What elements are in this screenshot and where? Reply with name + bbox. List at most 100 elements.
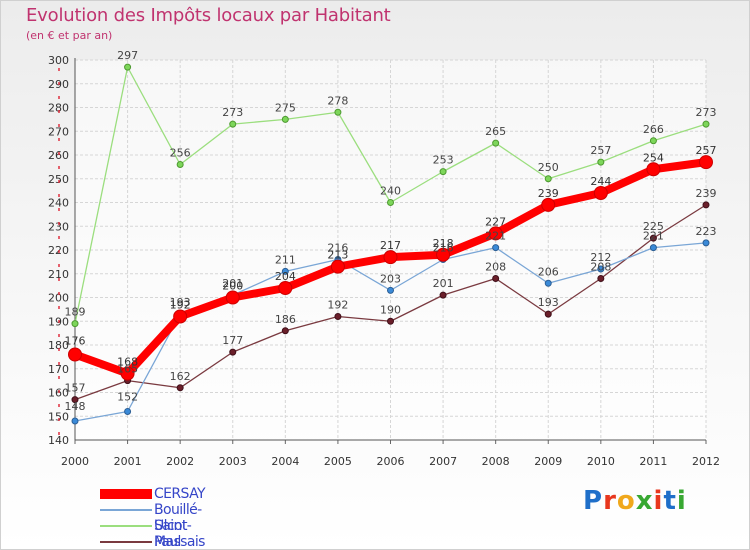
data-point <box>387 199 394 206</box>
data-point <box>541 197 556 212</box>
data-point <box>544 310 552 318</box>
data-label: 239 <box>538 187 559 200</box>
data-point <box>387 286 394 294</box>
x-tick-label: 2010 <box>587 455 615 468</box>
y-tick-label: 170 <box>48 363 69 376</box>
data-label: 177 <box>222 334 243 347</box>
data-label: 278 <box>327 94 348 107</box>
data-point <box>124 408 132 415</box>
data-point <box>334 313 342 320</box>
y-tick-label: 200 <box>48 292 69 305</box>
data-point <box>488 226 503 241</box>
data-point <box>281 267 289 275</box>
data-label: 204 <box>275 270 296 283</box>
legend-label: CERSAY <box>154 486 206 502</box>
data-point <box>387 317 394 325</box>
y-tick-label: 210 <box>48 268 69 281</box>
legend-label: Ulcot <box>154 518 187 534</box>
x-tick-label: 2002 <box>166 455 194 468</box>
data-point <box>649 234 657 242</box>
data-label: 239 <box>696 187 717 200</box>
legend-label: Massais <box>154 534 205 550</box>
data-point <box>436 247 451 262</box>
data-label: 244 <box>590 175 611 188</box>
data-point <box>278 281 293 295</box>
data-point <box>646 162 661 177</box>
data-label: 186 <box>275 313 296 326</box>
y-tick-label: 180 <box>48 339 69 352</box>
data-label: 152 <box>117 391 138 404</box>
data-label: 225 <box>643 220 664 233</box>
x-tick-label: 2004 <box>271 455 299 468</box>
data-point <box>176 384 184 392</box>
data-label: 192 <box>327 299 348 312</box>
data-label: 240 <box>380 185 401 198</box>
data-label: 208 <box>485 261 506 274</box>
data-label: 168 <box>117 356 138 369</box>
data-point <box>281 115 289 123</box>
data-label: 257 <box>696 144 717 157</box>
data-point <box>439 168 447 176</box>
data-label: 221 <box>643 230 664 243</box>
data-label: 213 <box>327 249 348 262</box>
data-label: 273 <box>696 106 717 119</box>
data-label: 250 <box>538 161 559 174</box>
data-label: 218 <box>433 237 454 250</box>
data-point <box>71 320 79 328</box>
data-point <box>702 239 710 247</box>
data-label: 200 <box>222 280 243 293</box>
data-label: 273 <box>222 106 243 119</box>
data-label: 148 <box>65 400 86 413</box>
x-tick-label: 2007 <box>429 455 457 468</box>
x-tick-label: 2006 <box>377 455 405 468</box>
proxiti-logo: Proxiti <box>583 486 687 516</box>
data-label: 211 <box>275 253 296 266</box>
data-point <box>597 265 605 273</box>
data-point <box>330 259 345 274</box>
data-point <box>173 309 188 324</box>
x-tick-label: 2009 <box>534 455 562 468</box>
data-label: 193 <box>538 296 559 309</box>
data-label: 208 <box>590 261 611 274</box>
x-tick-label: 2008 <box>482 455 510 468</box>
data-point <box>439 291 447 299</box>
data-point <box>544 175 552 183</box>
chart-title: Evolution des Impôts locaux par Habitant <box>26 5 391 26</box>
y-tick-label: 150 <box>48 410 69 423</box>
y-tick-label: 230 <box>48 220 69 233</box>
data-label: 176 <box>65 335 86 348</box>
data-point <box>124 63 132 71</box>
data-point <box>597 275 605 282</box>
x-tick-label: 2001 <box>114 455 142 468</box>
y-tick-label: 240 <box>48 197 69 210</box>
x-tick-label: 2005 <box>324 455 352 468</box>
data-point <box>702 201 710 209</box>
data-label: 257 <box>590 144 611 157</box>
data-label: 212 <box>590 251 611 264</box>
data-label: 162 <box>170 370 191 383</box>
data-point <box>334 108 342 116</box>
data-label: 190 <box>380 303 401 316</box>
data-label: 192 <box>170 299 191 312</box>
y-tick-label: 250 <box>48 173 69 186</box>
data-point <box>71 417 79 425</box>
data-point <box>229 348 237 356</box>
data-point <box>120 366 135 381</box>
data-label: 157 <box>65 382 86 395</box>
data-label: 297 <box>117 49 138 62</box>
data-label: 216 <box>433 242 454 255</box>
data-point <box>597 158 605 166</box>
legend-swatch <box>100 525 152 527</box>
data-label: 206 <box>538 265 559 278</box>
legend-label: Bouillé-Saint-Paul <box>154 502 202 550</box>
data-label: 254 <box>643 151 664 164</box>
y-tick-label: 140 <box>48 434 69 447</box>
legend-swatch <box>100 489 152 499</box>
data-label: 275 <box>275 101 296 114</box>
data-label: 165 <box>117 363 138 376</box>
data-point <box>702 120 710 128</box>
data-label: 216 <box>327 242 348 255</box>
data-label: 201 <box>433 277 454 290</box>
chart-subtitle: (en € et par an) <box>26 29 113 42</box>
